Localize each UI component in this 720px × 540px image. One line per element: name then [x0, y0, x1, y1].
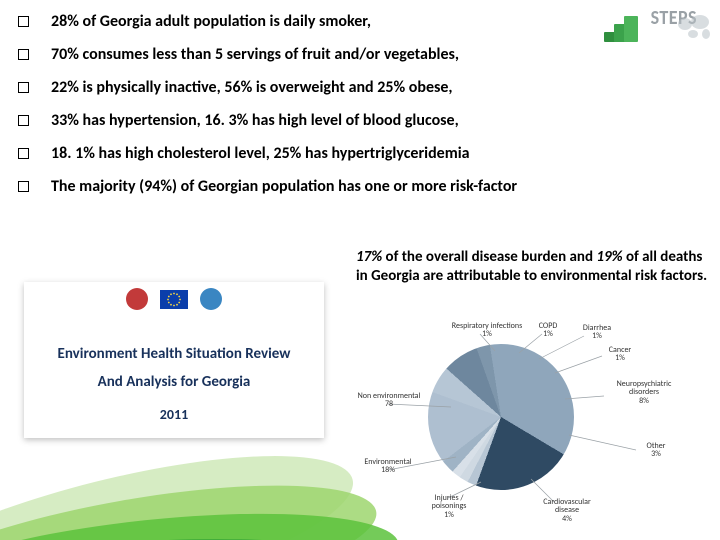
- eu-flag-icon: [160, 290, 188, 309]
- bullet-item: The majority (94%) of Georgian populatio…: [18, 177, 702, 196]
- pie-label-other: Other3%: [632, 442, 680, 459]
- pie-label-cardio: Cardiovasculardisease4%: [524, 498, 610, 523]
- checkbox-bullet-icon: [18, 148, 29, 159]
- wave-band: [0, 421, 367, 540]
- pie-label-non_env: Non environmental78: [352, 392, 426, 409]
- wave-band: [0, 457, 386, 540]
- pie-label-copd: COPD1%: [528, 322, 568, 339]
- pie-label-cancer: Cancer1%: [596, 346, 644, 363]
- cover-year: 2011: [24, 406, 324, 423]
- bullet-text: The majority (94%) of Georgian populatio…: [51, 177, 517, 196]
- pie-leader-line: [555, 356, 602, 373]
- bullet-text: 28% of Georgia adult population is daily…: [51, 12, 371, 31]
- checkbox-bullet-icon: [18, 181, 29, 192]
- slide-root: STEPS 28% of Georgia adult population is…: [0, 0, 720, 540]
- cover-title-line1: Environment Health Situation Review: [24, 344, 324, 366]
- checkbox-bullet-icon: [18, 49, 29, 60]
- bullet-item: 22% is physically inactive, 56% is overw…: [18, 78, 702, 97]
- disease-burden-pie-chart: Non environmental78 Environmental18% Injur…: [340, 322, 710, 532]
- report-cover: Environment Health Situation Review And …: [24, 282, 324, 438]
- bullet-list: 28% of Georgia adult population is daily…: [18, 12, 702, 210]
- pie-leader-line: [569, 435, 636, 450]
- emblem-icon: [200, 288, 222, 310]
- pie-label-injuries: Injuries /poisonings1%: [418, 494, 480, 519]
- bullet-text: 18. 1% has high cholesterol level, 25% h…: [51, 144, 470, 163]
- emblem-icon: [126, 288, 148, 310]
- wave-band: [0, 531, 421, 540]
- environmental-subnote: 17% of the overall disease burden and 19…: [356, 248, 712, 286]
- pie-label-diarrhea: Diarrhea1%: [572, 324, 622, 341]
- bullet-text: 70% consumes less than 5 servings of fru…: [51, 45, 459, 64]
- bullet-item: 18. 1% has high cholesterol level, 25% h…: [18, 144, 702, 163]
- bullet-text: 33% has hypertension, 16. 3% has high le…: [51, 111, 459, 130]
- checkbox-bullet-icon: [18, 115, 29, 126]
- pie-label-neuro: Neuropsychiatricdisorders8%: [598, 380, 690, 405]
- cover-title: Environment Health Situation Review And …: [24, 344, 324, 394]
- checkbox-bullet-icon: [18, 16, 29, 27]
- cover-title-line2: And Analysis for Georgia: [24, 372, 324, 394]
- bullet-item: 70% consumes less than 5 servings of fru…: [18, 45, 702, 64]
- bullet-text: 22% is physically inactive, 56% is overw…: [51, 78, 453, 97]
- pie-label-env: Environmental18%: [352, 458, 424, 475]
- pie-label-resp: Respiratory infections1%: [444, 322, 530, 339]
- bullet-item: 33% has hypertension, 16. 3% has high le…: [18, 111, 702, 130]
- bullet-item: 28% of Georgia adult population is daily…: [18, 12, 702, 31]
- cover-logo-row: [24, 288, 324, 310]
- checkbox-bullet-icon: [18, 82, 29, 93]
